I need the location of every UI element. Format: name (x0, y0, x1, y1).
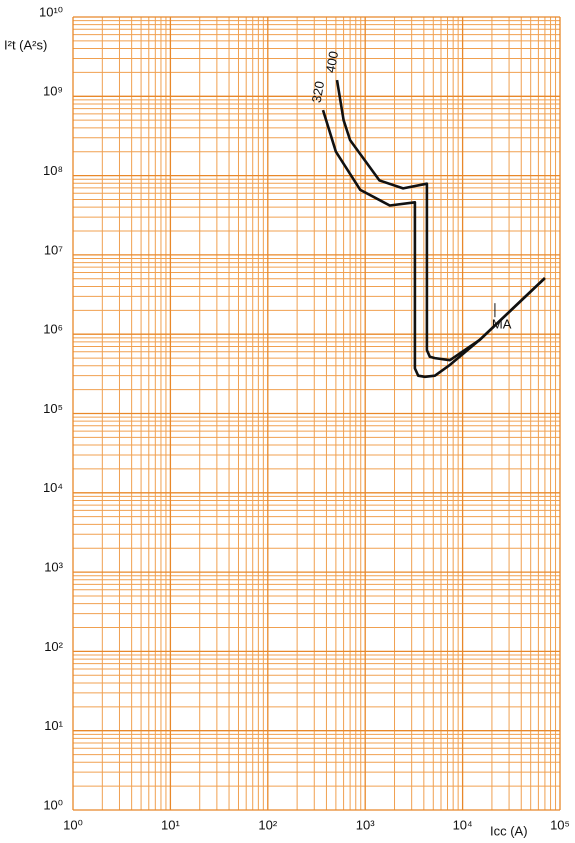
y-tick-label: 10¹⁰ (39, 4, 63, 19)
series-label: 320 (309, 80, 328, 104)
x-axis-label: Icc (A) (490, 823, 528, 838)
annotation: MA (492, 317, 512, 332)
y-tick-label: 10³ (44, 560, 63, 575)
y-tick-label: 10⁴ (43, 480, 63, 495)
y-tick-label: 10⁹ (43, 84, 63, 99)
y-tick-label: 10⁷ (44, 242, 63, 257)
y-tick-label: 10² (44, 639, 63, 654)
y-tick-label: 10⁸ (43, 163, 63, 178)
x-tick-label: 10³ (356, 817, 375, 832)
y-tick-label: 10⁰ (43, 797, 63, 812)
x-tick-label: 10⁵ (550, 817, 570, 832)
x-tick-label: 10² (258, 817, 277, 832)
x-tick-label: 10¹ (161, 817, 180, 832)
series-label: 400 (323, 50, 342, 74)
y-tick-label: 10¹ (44, 718, 63, 733)
x-tick-label: 10⁰ (63, 817, 83, 832)
series-line (335, 79, 546, 362)
y-tick-label: 10⁶ (43, 322, 63, 337)
y-axis-label: I²t (A²s) (4, 37, 47, 52)
y-tick-label: 10⁵ (43, 401, 63, 416)
series-line (321, 109, 546, 379)
x-tick-label: 10⁴ (453, 817, 473, 832)
